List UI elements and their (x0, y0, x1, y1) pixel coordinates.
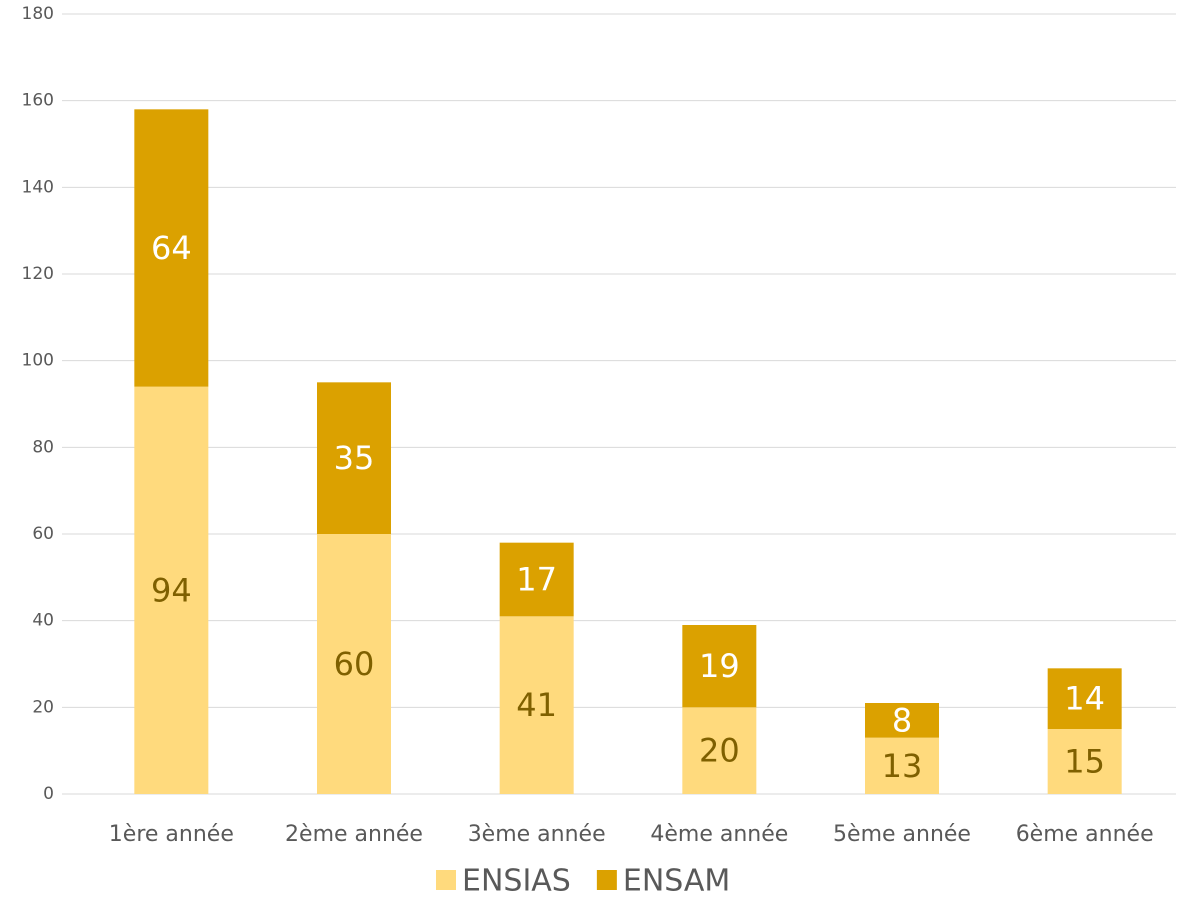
x-tick-label: 6ème année (1016, 822, 1154, 847)
y-tick-label: 120 (22, 264, 54, 284)
y-tick-label: 140 (22, 177, 54, 197)
bar-segment (1047, 729, 1122, 794)
x-tick-label: 1ère année (109, 822, 234, 847)
legend-swatch (436, 870, 456, 890)
bar-segment (499, 542, 574, 617)
bar-segment (865, 737, 939, 794)
legend-label: ENSAM (623, 864, 730, 899)
legend-label: ENSIAS (462, 864, 571, 899)
x-tick-label: 4ème année (650, 822, 788, 847)
data-label: 13 (882, 747, 923, 785)
data-label: 94 (151, 571, 192, 609)
data-label: 14 (1064, 680, 1105, 718)
bar-segment (317, 382, 391, 534)
bar-segment (499, 616, 574, 794)
bar-segment (134, 386, 209, 794)
x-tick-label: 2ème année (285, 822, 423, 847)
data-label: 19 (699, 647, 740, 685)
y-tick-label: 20 (32, 697, 54, 717)
x-tick-label: 3ème année (468, 822, 606, 847)
bar-segment (682, 625, 757, 708)
data-label: 60 (334, 645, 375, 683)
y-tick-label: 160 (22, 91, 54, 111)
x-tick-label: 5ème année (833, 822, 971, 847)
bar-segment (317, 534, 391, 794)
bar-segment (865, 703, 939, 738)
legend-swatch (596, 870, 617, 890)
data-label: 35 (334, 439, 375, 477)
data-label: 17 (516, 561, 557, 599)
y-tick-label: 180 (22, 4, 54, 24)
bar-segment (134, 109, 209, 387)
data-label: 20 (699, 732, 740, 770)
data-label: 8 (892, 701, 912, 739)
y-tick-label: 0 (43, 784, 54, 804)
y-tick-label: 60 (32, 524, 54, 544)
y-tick-label: 40 (32, 611, 54, 631)
y-tick-label: 80 (32, 437, 54, 457)
y-tick-label: 100 (22, 351, 54, 371)
bar-segment (1047, 668, 1122, 729)
bar-segment (682, 707, 757, 794)
data-label: 15 (1064, 743, 1105, 781)
data-label: 41 (516, 686, 557, 724)
data-label: 64 (151, 229, 192, 267)
